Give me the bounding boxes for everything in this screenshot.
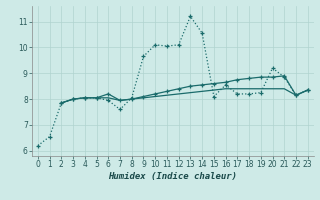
- X-axis label: Humidex (Indice chaleur): Humidex (Indice chaleur): [108, 172, 237, 181]
